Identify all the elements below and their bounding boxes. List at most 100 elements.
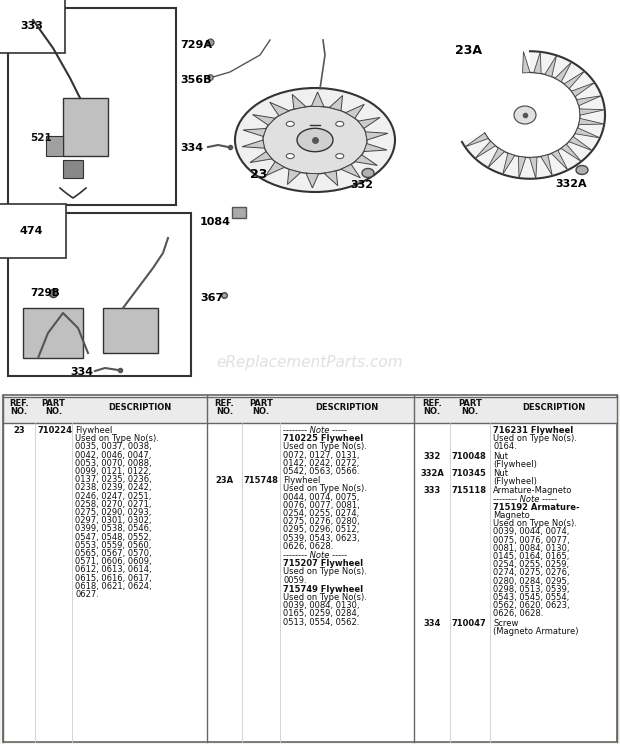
Polygon shape [250, 152, 272, 162]
Text: 0254, 0255, 0274,: 0254, 0255, 0274, [283, 509, 359, 518]
Ellipse shape [514, 106, 536, 124]
Text: 334: 334 [180, 143, 203, 153]
Text: 0612, 0613, 0614,: 0612, 0613, 0614, [75, 565, 152, 574]
Text: 0275, 0276, 0280,: 0275, 0276, 0280, [283, 517, 360, 526]
Polygon shape [575, 128, 600, 138]
Text: 0275, 0290, 0293,: 0275, 0290, 0293, [75, 508, 151, 517]
Bar [8, 213, 191, 376]
Text: NO.: NO. [45, 408, 62, 417]
Text: -------- Note -----: -------- Note ----- [283, 426, 347, 435]
Polygon shape [465, 133, 489, 147]
Text: 0539, 0543, 0623,: 0539, 0543, 0623, [283, 533, 360, 542]
Text: NO.: NO. [461, 408, 479, 417]
Polygon shape [341, 164, 360, 178]
Text: 0626, 0628.: 0626, 0628. [283, 542, 334, 551]
Text: Nut: Nut [493, 452, 508, 461]
Bar [232, 207, 246, 218]
Polygon shape [358, 118, 380, 129]
Text: 0081, 0084, 0130,: 0081, 0084, 0130, [493, 544, 570, 553]
Text: 0297, 0301, 0302,: 0297, 0301, 0302, [75, 516, 151, 525]
Ellipse shape [297, 128, 333, 152]
Text: 0075, 0076, 0077,: 0075, 0076, 0077, [493, 536, 570, 545]
Polygon shape [580, 109, 604, 115]
Bar [0, 0, 620, 395]
Bar [8, 8, 176, 205]
Polygon shape [534, 52, 541, 74]
Text: NO.: NO. [423, 408, 441, 417]
Text: 710224: 710224 [37, 426, 72, 435]
Text: 0626, 0628.: 0626, 0628. [493, 609, 543, 618]
Text: DESCRIPTION: DESCRIPTION [108, 403, 171, 412]
Text: 0615, 0616, 0617,: 0615, 0616, 0617, [75, 574, 152, 583]
Text: 0039, 0044, 0074,: 0039, 0044, 0074, [493, 527, 569, 536]
Polygon shape [523, 51, 530, 73]
Text: PART: PART [42, 400, 66, 408]
Text: 334: 334 [423, 618, 441, 628]
Text: Used on Type No(s).: Used on Type No(s). [283, 568, 367, 577]
Text: Flywheel: Flywheel [75, 426, 112, 435]
Bar [415, 397, 616, 423]
Text: 0571, 0606, 0609,: 0571, 0606, 0609, [75, 557, 152, 566]
Text: 0165, 0259, 0284,: 0165, 0259, 0284, [283, 609, 360, 618]
Text: 0254, 0255, 0259,: 0254, 0255, 0259, [493, 560, 569, 569]
Text: 0137, 0235, 0236,: 0137, 0235, 0236, [75, 475, 152, 484]
Text: Armature-Magneto: Armature-Magneto [493, 487, 572, 496]
Bar [23, 308, 83, 358]
Bar [3, 395, 617, 742]
Bar [46, 136, 63, 156]
Text: (Flywheel): (Flywheel) [493, 460, 537, 469]
Text: Nut: Nut [493, 469, 508, 478]
Text: 0298, 0513, 0539,: 0298, 0513, 0539, [493, 585, 570, 594]
Text: PART: PART [458, 400, 482, 408]
Text: 715207 Flywheel: 715207 Flywheel [283, 559, 363, 568]
Ellipse shape [576, 165, 588, 175]
Polygon shape [578, 118, 604, 125]
Text: 0627.: 0627. [75, 590, 99, 599]
Text: 715118: 715118 [452, 487, 487, 496]
Bar [63, 160, 83, 178]
Text: 710345: 710345 [452, 469, 487, 478]
Text: 0042, 0046, 0047,: 0042, 0046, 0047, [75, 451, 151, 460]
Polygon shape [529, 157, 537, 179]
Bar [103, 308, 158, 353]
Polygon shape [541, 155, 552, 176]
Text: 521: 521 [30, 133, 51, 143]
Text: 0076, 0077, 0081,: 0076, 0077, 0081, [283, 501, 360, 510]
Text: 356B: 356B [180, 75, 211, 85]
Text: Used on Type No(s).: Used on Type No(s). [283, 443, 367, 452]
Polygon shape [488, 148, 505, 167]
Text: 332A: 332A [420, 469, 444, 478]
Polygon shape [503, 153, 515, 174]
Ellipse shape [286, 153, 294, 158]
Text: 333: 333 [20, 21, 43, 31]
Text: 334: 334 [70, 367, 93, 377]
Text: 729B: 729B [30, 288, 60, 298]
Text: DESCRIPTION: DESCRIPTION [316, 403, 379, 412]
Text: 0274, 0275, 0276,: 0274, 0275, 0276, [493, 568, 570, 577]
Polygon shape [345, 104, 364, 118]
Text: 332: 332 [350, 180, 373, 190]
Text: 474: 474 [20, 226, 43, 236]
Text: 0295, 0296, 0512,: 0295, 0296, 0512, [283, 525, 359, 534]
Text: 23: 23 [250, 168, 267, 182]
Text: Used on Type No(s).: Used on Type No(s). [283, 484, 367, 493]
Text: 0053, 0070, 0088,: 0053, 0070, 0088, [75, 459, 152, 468]
Text: 0547, 0548, 0552,: 0547, 0548, 0552, [75, 533, 151, 542]
Polygon shape [475, 141, 495, 158]
Text: NO.: NO. [216, 408, 233, 417]
Text: 0553, 0559, 0560,: 0553, 0559, 0560, [75, 541, 151, 550]
Polygon shape [324, 171, 338, 186]
Polygon shape [364, 144, 387, 152]
Polygon shape [462, 51, 605, 179]
Text: Screw: Screw [493, 618, 518, 628]
Text: Used on Type No(s).: Used on Type No(s). [75, 434, 159, 443]
Polygon shape [355, 155, 378, 165]
Polygon shape [306, 173, 319, 188]
Text: 23A: 23A [455, 43, 482, 57]
Text: DESCRIPTION: DESCRIPTION [522, 403, 585, 412]
Bar [208, 397, 414, 423]
Ellipse shape [336, 153, 343, 158]
Text: 23A: 23A [215, 476, 234, 485]
Polygon shape [569, 136, 592, 150]
Text: 0618, 0621, 0624,: 0618, 0621, 0624, [75, 582, 152, 591]
